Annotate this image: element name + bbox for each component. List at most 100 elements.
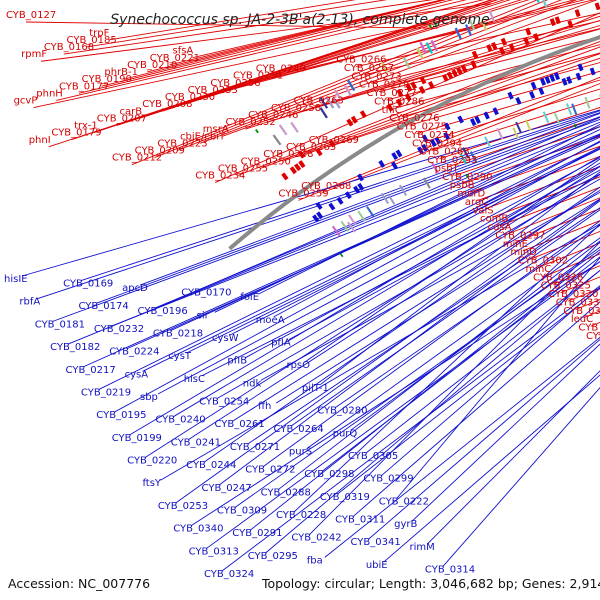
reverse-gene-label: rpsO: [286, 360, 310, 371]
forward-label-connector: [33, 16, 463, 109]
forward-gene-label: carB: [120, 106, 143, 117]
cog-feature: [416, 47, 424, 60]
reverse-gene-arrow: [474, 115, 481, 124]
reverse-gene-arrow: [357, 182, 365, 191]
rna-feature: [428, 23, 433, 29]
reverse-label-connector: [396, 256, 600, 499]
forward-gene-label: CYB_0250: [241, 156, 291, 167]
forward-label-connector: [245, 15, 600, 130]
forward-gene-label: CYB_0269: [309, 135, 359, 146]
cog-feature: [459, 153, 468, 165]
forward-gene-arrow: [486, 44, 493, 53]
reverse-gene-arrow: [539, 77, 547, 86]
reverse-gene-arrow: [538, 87, 545, 96]
reverse-gene-arrow: [507, 91, 514, 100]
reverse-label-connector: [206, 260, 600, 549]
forward-gene-arrow: [418, 85, 426, 94]
cog-feature: [319, 107, 328, 119]
forward-gene-label: CYB_0127: [6, 10, 56, 21]
reverse-label-connector: [365, 269, 600, 454]
reverse-gene-label: CYB_0341: [350, 537, 400, 548]
forward-gene-arrow: [567, 20, 574, 29]
reverse-label-connector: [83, 134, 600, 368]
reverse-gene-arrow: [549, 74, 556, 82]
reverse-label-connector: [157, 157, 600, 395]
forward-gene-label: CYB_0252: [225, 117, 275, 128]
forward-gene-label: CYB_0177: [59, 81, 109, 92]
reverse-gene-arrow: [336, 196, 344, 205]
forward-label-connector: [313, 28, 600, 109]
forward-gene-label: CYB_0263: [294, 96, 344, 107]
forward-gene-label: CYB_0248: [263, 149, 313, 160]
forward-gene-label: psbB: [450, 180, 475, 191]
forward-label-connector: [260, 40, 600, 169]
reverse-gene-label: CYB_0340: [173, 524, 223, 535]
forward-gene-label: thiC: [382, 105, 402, 116]
forward-gene-label: phnH: [36, 88, 63, 99]
cog-feature: [554, 112, 561, 125]
forward-label-connector: [63, 0, 434, 55]
reverse-label-connector: [129, 155, 600, 436]
reverse-label-connector: [427, 370, 600, 545]
reverse-gene-label: folE: [240, 292, 259, 303]
cog-feature: [347, 221, 356, 233]
cog-feature: [347, 79, 356, 92]
label-connectors: [21, 0, 600, 572]
reverse-gene-label: cysA: [125, 369, 149, 380]
forward-label-connector: [131, 0, 539, 166]
cog-feature: [333, 89, 343, 101]
forward-gene-arrow: [470, 60, 477, 69]
forward-label-connector: [101, 0, 454, 87]
forward-gene-arrow: [499, 47, 506, 56]
forward-gene-label: CYB_0233: [188, 85, 238, 96]
reverse-label-connector: [201, 173, 600, 377]
gene-labels: 200 kbp250 kbp300 kbp350 kbp400 kbpCYB_0…: [4, 10, 600, 580]
forward-gene-label: CYB_0179: [51, 128, 101, 139]
feature-tracks: [228, 0, 600, 258]
reverse-gene-label: ftsY: [142, 478, 161, 489]
reverse-gene-label: CYB_0264: [274, 424, 324, 435]
reverse-label-connector: [337, 288, 600, 495]
reverse-gene-label: CYB_0195: [96, 410, 146, 421]
forward-gene-label: cdsA: [488, 222, 512, 233]
cog-feature: [319, 97, 329, 109]
reverse-label-connector: [250, 251, 600, 531]
reverse-gene-label: CYB_0253: [158, 501, 208, 512]
reverse-label-connector: [273, 140, 600, 318]
reverse-gene-label: purS: [289, 446, 312, 457]
map-title: Synechococcus sp. JA-2-3B'a(2-13), compl…: [110, 12, 489, 28]
reverse-label-connector: [383, 374, 600, 563]
forward-gene-label: CYB_0320: [548, 289, 598, 300]
reverse-label-connector: [368, 338, 600, 540]
reverse-gene-label: CYB_0305: [348, 451, 398, 462]
reverse-label-connector: [265, 269, 600, 554]
forward-gene-arrow: [508, 43, 516, 52]
cog-feature: [278, 124, 288, 136]
reverse-gene-label: CYB_0218: [153, 328, 203, 339]
forward-gene-label: minE: [503, 239, 528, 250]
reverse-label-connector: [111, 133, 600, 327]
cog-feature: [290, 121, 299, 133]
cog-feature: [423, 177, 431, 189]
reverse-label-connector: [306, 237, 600, 449]
forward-gene-label: CYB_0265: [286, 142, 336, 153]
cog-feature: [430, 39, 438, 52]
forward-gene-label: CYB_0223: [157, 138, 207, 149]
cog-feature: [425, 42, 434, 54]
reverse-label-connector: [186, 148, 600, 354]
reverse-gene-arrow: [469, 118, 477, 127]
forward-label-connector: [283, 46, 600, 162]
forward-gene-label: CYB_0325: [541, 281, 591, 292]
forward-label-connector: [499, 186, 600, 227]
reverse-gene-label: CYB_0196: [138, 306, 188, 317]
reverse-gene-label: CYB_0219: [81, 387, 131, 398]
cog-feature: [454, 27, 462, 40]
forward-gene-label: CYB_0212: [112, 153, 162, 164]
reverse-gene-label: CYB_0271: [230, 442, 280, 453]
forward-label-connector: [378, 36, 600, 93]
forward-gene-label: gcvP: [14, 96, 38, 107]
reverse-label-connector: [175, 198, 600, 504]
forward-gene-arrow: [315, 148, 323, 157]
forward-label-connector: [275, 0, 595, 76]
